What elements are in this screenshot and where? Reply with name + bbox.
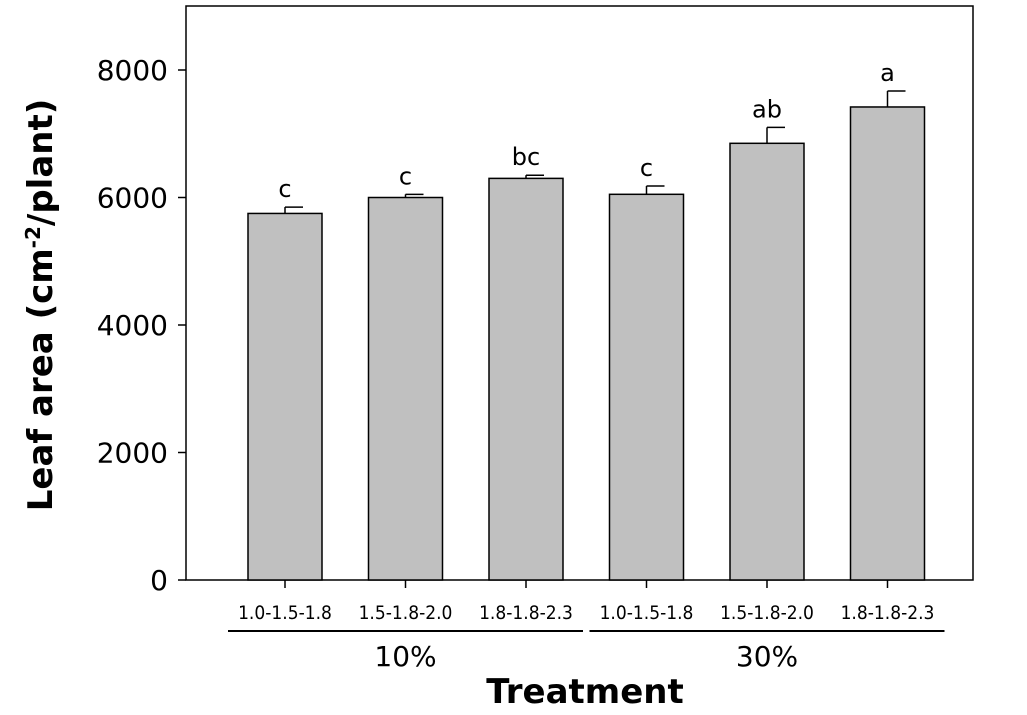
y-axis-title-superscript: -2	[21, 226, 45, 248]
bar	[849, 106, 926, 581]
group-label: 30%	[736, 640, 798, 673]
y-tick-label: 8000	[97, 54, 168, 87]
y-axis: 0 2000 4000 6000 8000	[97, 54, 186, 597]
bar	[367, 196, 444, 581]
bar	[247, 212, 323, 581]
y-axis-title-prefix: Leaf area (cm	[21, 248, 61, 511]
x-tick-label: 1.5-1.8-2.0	[720, 602, 814, 624]
significance-label: ab	[752, 95, 782, 123]
x-axis: 1.0-1.5-1.8 1.5-1.8-2.0 1.8-1.8-2.3 1.0-1.5…	[228, 580, 945, 673]
group-label: 10%	[374, 640, 436, 673]
axis-titles: Treatment Leaf area (cm-2/plant)	[21, 99, 684, 712]
y-tick-label: 6000	[97, 182, 168, 215]
y-tick-label: 0	[150, 564, 168, 597]
bar	[608, 193, 685, 581]
significance-label: a	[880, 59, 895, 87]
bars: c c bc c ab a	[247, 59, 926, 581]
x-tick-label: 1.0-1.5-1.8	[238, 602, 332, 624]
y-tick-label: 4000	[97, 309, 168, 342]
significance-label: c	[640, 154, 653, 182]
significance-label: bc	[512, 143, 540, 171]
x-tick-label: 1.0-1.5-1.8	[600, 602, 694, 624]
plot-frame	[185, 5, 974, 581]
x-tick-label: 1.8-1.8-2.3	[841, 602, 935, 624]
bar	[488, 177, 564, 581]
x-tick-label: 1.8-1.8-2.3	[479, 602, 573, 624]
plot-border	[185, 5, 974, 581]
bar	[729, 142, 805, 581]
y-tick-label: 2000	[97, 437, 168, 470]
y-axis-title: Leaf area (cm-2/plant)	[21, 99, 61, 512]
significance-label: c	[278, 175, 291, 203]
y-axis-title-suffix: /plant)	[21, 99, 61, 226]
x-axis-title: Treatment	[486, 672, 683, 712]
x-tick-label: 1.5-1.8-2.0	[359, 602, 453, 624]
significance-label: c	[399, 162, 412, 190]
